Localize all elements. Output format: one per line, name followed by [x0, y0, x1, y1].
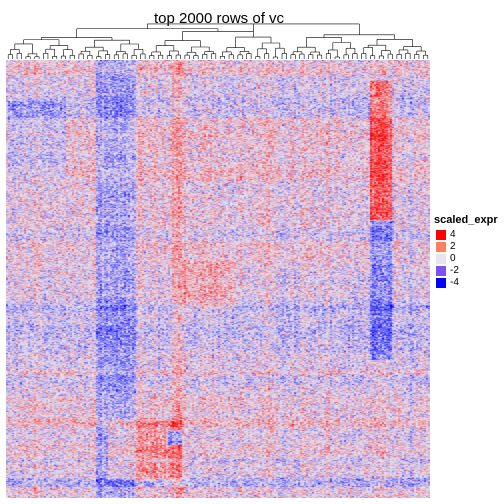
- legend-label-neg4: -4: [450, 277, 459, 288]
- legend-title: scaled_expr: [434, 214, 498, 226]
- legend-label-2: 2: [450, 241, 456, 252]
- legend-swatch-2: [436, 242, 446, 252]
- legend-label-neg2: -2: [450, 265, 459, 276]
- column-dendrogram: [7, 23, 429, 59]
- legend-swatch-neg4: [436, 278, 446, 288]
- legend-swatch-4: [436, 230, 446, 240]
- legend-label-4: 4: [450, 229, 456, 240]
- legend-swatch-0: [436, 254, 446, 264]
- legend-swatch-neg2: [436, 266, 446, 276]
- chart-title: top 2000 rows of vc: [153, 10, 285, 27]
- heatmap-body: [6, 60, 430, 498]
- legend-label-0: 0: [450, 253, 456, 264]
